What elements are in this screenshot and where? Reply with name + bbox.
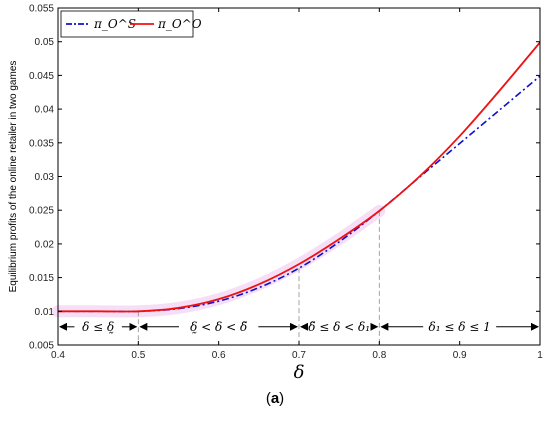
legend-label-1: π_O^O — [157, 17, 202, 31]
y-tick-label: 0.055 — [29, 4, 54, 15]
region-label: δ₁ ≤ δ ≤ 1 — [429, 320, 491, 334]
region-0: δ ≤ δ̰ — [59, 320, 138, 334]
curve-highlights — [52, 204, 386, 318]
region-3: δ₁ ≤ δ ≤ 1 — [380, 320, 539, 334]
region-2: δ̃ ≤ δ < δ₁ — [300, 320, 379, 334]
vertical-guide-lines — [137, 210, 380, 345]
y-axis-ticks: 0.005 0.01 0.015 0.02 0.025 0.03 0.035 0.04 0.04… — [29, 4, 540, 352]
legend-box — [60, 10, 194, 38]
y-tick-label: 0.02 — [35, 239, 55, 250]
y-tick-label: 0.015 — [29, 273, 54, 284]
y-tick-label: 0.05 — [35, 37, 55, 48]
x-axis-label: δ — [294, 362, 305, 383]
highlight-band — [52, 204, 386, 318]
chart: 0.005 0.01 0.015 0.02 0.025 0.03 0.035 0.04 0.04… — [8, 4, 543, 384]
region-label: δ ≤ δ̰ — [82, 320, 114, 334]
x-tick-label: 1 — [537, 350, 543, 361]
y-tick-label: 0.01 — [35, 307, 55, 318]
x-tick-label: 0.4 — [51, 350, 65, 361]
figure-caption: (a) — [0, 390, 550, 407]
x-tick-label: 0.6 — [212, 350, 226, 361]
x-tick-label: 0.8 — [372, 350, 386, 361]
y-tick-label: 0.035 — [29, 138, 54, 149]
x-tick-label: 0.5 — [131, 350, 145, 361]
legend-label-0: π_O^S — [93, 17, 136, 31]
caption-close: ) — [279, 390, 285, 407]
y-tick-label: 0.045 — [29, 71, 54, 82]
y-tick-label: 0.03 — [35, 172, 55, 183]
y-axis-label: Equilibrium profits of the online retail… — [8, 61, 19, 293]
x-tick-label: 0.9 — [453, 350, 467, 361]
region-label: δ̰ < δ < δ̃ — [190, 320, 247, 334]
y-tick-label: 0.005 — [29, 341, 54, 352]
caption-open: ( — [265, 390, 271, 407]
region-1: δ̰ < δ < δ̃ — [139, 320, 298, 334]
y-tick-label: 0.04 — [35, 105, 55, 116]
legend: π_O^S π_O^O — [60, 10, 202, 38]
x-tick-label: 0.7 — [292, 350, 306, 361]
region-annotations: δ ≤ δ̰ δ̰ < δ < δ̃ δ̃ ≤ δ < δ₁ δ₁ ≤ δ ≤ 1 — [59, 320, 539, 334]
region-label: δ̃ ≤ δ < δ₁ — [308, 320, 370, 334]
caption-letter: a — [270, 390, 280, 407]
y-tick-label: 0.025 — [29, 206, 54, 217]
